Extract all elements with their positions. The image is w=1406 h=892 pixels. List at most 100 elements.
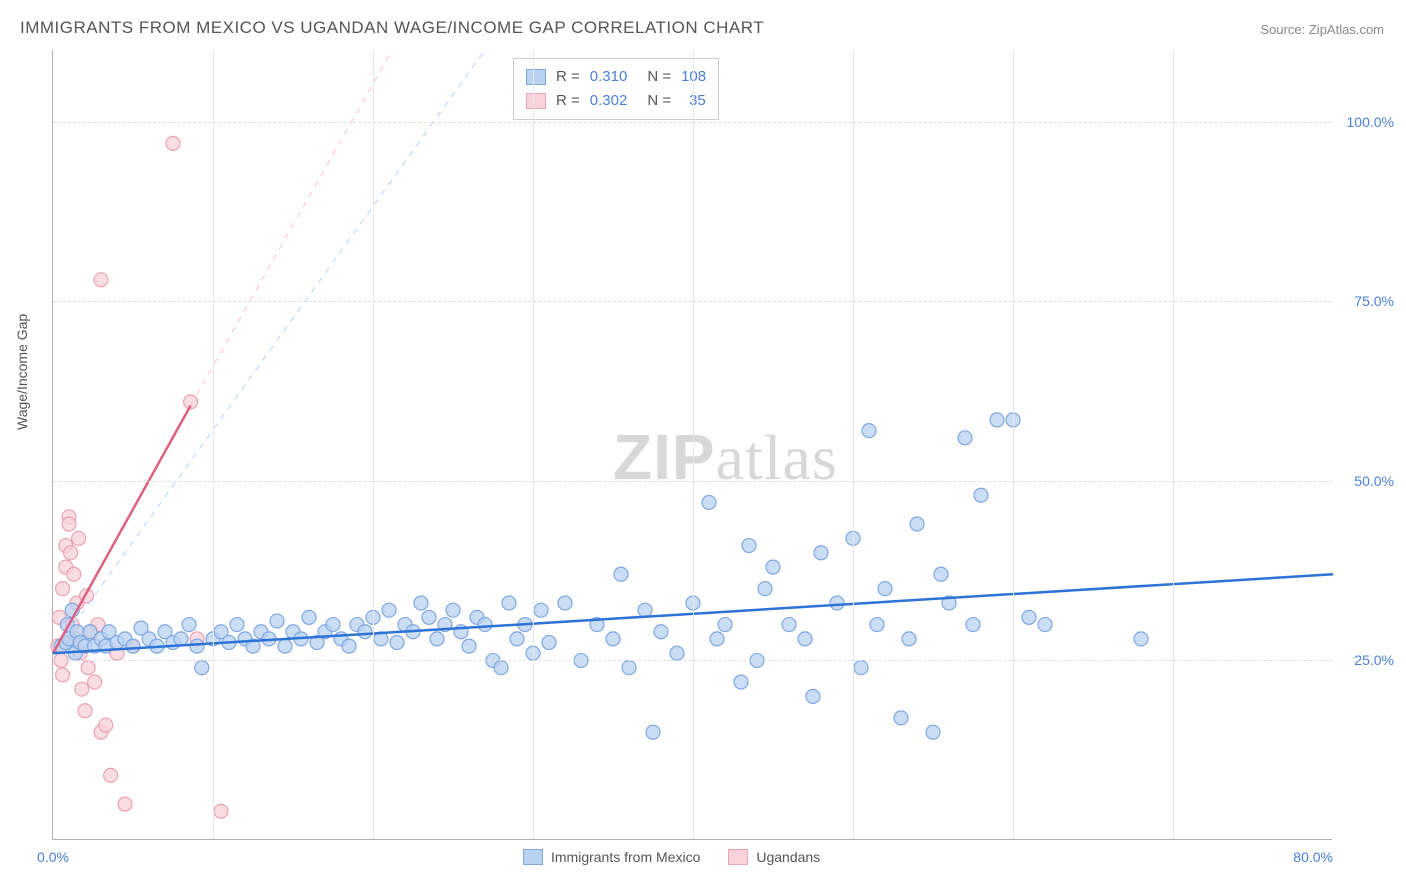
legend-n-label: N = [647,89,671,113]
data-point [326,618,340,632]
legend-item-uganda: Ugandans [728,849,820,865]
swatch-mexico-icon [523,849,543,865]
swatch-uganda-icon [728,849,748,865]
data-point [558,596,572,610]
data-point [56,668,70,682]
data-point [910,517,924,531]
data-point [510,632,524,646]
data-point [758,582,772,596]
legend-r-label: R = [556,65,580,89]
data-point [1038,618,1052,632]
legend-row-mexico: R = 0.310 N = 108 [526,65,706,89]
data-point [62,517,76,531]
data-point [742,539,756,553]
data-point [494,661,508,675]
data-point [72,531,86,545]
data-point [710,632,724,646]
data-point [862,424,876,438]
y-axis-label: Wage/Income Gap [14,314,30,430]
data-point [974,488,988,502]
data-point [81,661,95,675]
data-point [422,610,436,624]
x-tick-label: 0.0% [37,849,69,865]
y-tick-label: 25.0% [1339,652,1394,668]
data-point [702,495,716,509]
data-point [390,636,404,650]
data-point [814,546,828,560]
data-point [56,582,70,596]
data-point [88,675,102,689]
data-point [94,273,108,287]
data-point [446,603,460,617]
data-point [478,618,492,632]
data-point [174,632,188,646]
trend-line [191,50,393,406]
legend-label-mexico: Immigrants from Mexico [551,849,700,865]
gridline-v [853,50,854,839]
gridline-v [693,50,694,839]
data-point [358,625,372,639]
data-point [278,639,292,653]
y-tick-label: 50.0% [1339,473,1394,489]
legend-n-value-uganda: 35 [689,89,706,113]
data-point [118,797,132,811]
legend-row-uganda: R = 0.302 N = 35 [526,89,706,113]
data-point [870,618,884,632]
data-point [414,596,428,610]
data-point [894,711,908,725]
data-point [670,646,684,660]
data-point [342,639,356,653]
data-point [534,603,548,617]
data-point [99,718,113,732]
data-point [606,632,620,646]
data-point [934,567,948,581]
data-point [430,632,444,646]
data-point [270,614,284,628]
data-point [622,661,636,675]
swatch-uganda-icon [526,93,546,109]
gridline-v [533,50,534,839]
data-point [926,725,940,739]
data-point [734,675,748,689]
data-point [195,661,209,675]
data-point [182,618,196,632]
data-point [67,567,81,581]
data-point [502,596,516,610]
gridline-v [373,50,374,839]
gridline-v [213,50,214,839]
data-point [214,804,228,818]
data-point [902,632,916,646]
correlation-legend: R = 0.310 N = 108 R = 0.302 N = 35 [513,58,719,120]
data-point [230,618,244,632]
data-point [302,610,316,624]
data-point [542,636,556,650]
trend-line [53,50,485,653]
data-point [718,618,732,632]
data-point [782,618,796,632]
data-point [1022,610,1036,624]
gridline-v [1013,50,1014,839]
series-legend: Immigrants from Mexico Ugandans [523,849,820,865]
legend-r-label: R = [556,89,580,113]
x-tick-label: 80.0% [1293,849,1333,865]
data-point [78,704,92,718]
swatch-mexico-icon [526,69,546,85]
data-point [638,603,652,617]
data-point [190,639,204,653]
data-point [878,582,892,596]
data-point [830,596,844,610]
data-point [798,632,812,646]
legend-r-value-uganda: 0.302 [590,89,628,113]
data-point [614,567,628,581]
data-point [806,689,820,703]
data-point [126,639,140,653]
data-point [990,413,1004,427]
legend-label-uganda: Ugandans [756,849,820,865]
data-point [1134,632,1148,646]
data-point [462,639,476,653]
data-point [646,725,660,739]
y-tick-label: 75.0% [1339,293,1394,309]
data-point [854,661,868,675]
data-point [654,625,668,639]
chart-title: IMMIGRANTS FROM MEXICO VS UGANDAN WAGE/I… [20,18,764,38]
